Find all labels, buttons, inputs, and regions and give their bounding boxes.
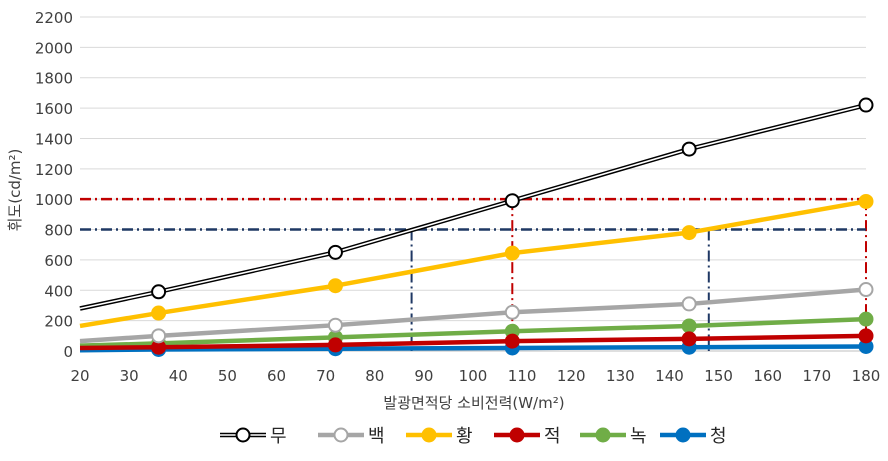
y-tick-label: 1400 <box>35 130 73 148</box>
data-point <box>327 244 343 260</box>
x-tick-label: 170 <box>803 367 832 385</box>
series-line <box>79 344 867 353</box>
x-tick-label: 80 <box>365 367 384 385</box>
y-tick-label: 2000 <box>35 39 73 57</box>
x-tick-label: 120 <box>557 367 586 385</box>
data-point <box>151 284 167 300</box>
x-tick-label: 50 <box>218 367 237 385</box>
x-tick-label: 100 <box>459 367 488 385</box>
data-point <box>681 141 697 157</box>
series-line-inner <box>79 104 867 310</box>
data-point <box>858 311 874 327</box>
data-point <box>504 193 520 209</box>
data-point <box>151 305 167 321</box>
legend-marker <box>421 427 437 443</box>
data-point <box>681 225 697 241</box>
y-tick-label: 1600 <box>35 100 73 118</box>
series-line <box>79 287 867 344</box>
legend-marker <box>595 427 611 443</box>
data-point <box>504 304 520 320</box>
y-tick-label: 0 <box>63 343 73 361</box>
legend-label: 녹 <box>630 426 647 447</box>
legend-marker <box>333 427 349 443</box>
x-tick-label: 30 <box>120 367 139 385</box>
x-tick-label: 130 <box>606 367 635 385</box>
series-line <box>79 102 867 311</box>
x-tick-label: 60 <box>267 367 286 385</box>
data-point <box>327 278 343 294</box>
data-point <box>858 282 874 298</box>
data-point <box>681 318 697 334</box>
legend-label: 청 <box>710 426 727 447</box>
x-axis-label: 발광면적당 소비전력(W/m²) <box>383 394 564 412</box>
series-line <box>79 333 867 351</box>
y-tick-label: 2200 <box>35 9 73 27</box>
y-tick-label: 1200 <box>35 161 73 179</box>
y-tick-label: 800 <box>44 222 73 240</box>
data-point <box>504 333 520 349</box>
data-point <box>858 328 874 344</box>
x-tick-label: 140 <box>655 367 684 385</box>
data-point <box>327 317 343 333</box>
data-point <box>858 97 874 113</box>
series-line <box>79 199 867 329</box>
y-tick-label: 400 <box>44 282 73 300</box>
data-point <box>858 193 874 209</box>
y-tick-label: 1000 <box>35 191 73 209</box>
legend-label: 적 <box>544 426 561 447</box>
x-tick-label: 90 <box>414 367 433 385</box>
y-tick-label: 200 <box>44 313 73 331</box>
x-tick-label: 160 <box>753 367 782 385</box>
legend-marker <box>675 427 691 443</box>
legend-marker <box>509 427 525 443</box>
data-point <box>504 245 520 261</box>
x-tick-label: 150 <box>704 367 733 385</box>
legend-label: 무 <box>270 426 287 447</box>
series-line <box>79 316 867 348</box>
legend-label: 백 <box>368 426 385 447</box>
data-point <box>681 296 697 312</box>
legend-label: 황 <box>456 426 473 447</box>
x-tick-label: 180 <box>852 367 881 385</box>
y-tick-label: 1800 <box>35 70 73 88</box>
data-point <box>151 328 167 344</box>
x-tick-label: 110 <box>508 367 537 385</box>
y-axis-label: 휘도(cd/m²) <box>6 149 24 232</box>
legend-marker <box>235 427 251 443</box>
y-tick-label: 600 <box>44 252 73 270</box>
data-point <box>681 331 697 347</box>
x-tick-label: 40 <box>169 367 188 385</box>
data-point <box>327 337 343 353</box>
x-tick-label: 70 <box>316 367 335 385</box>
x-tick-label: 20 <box>70 367 89 385</box>
